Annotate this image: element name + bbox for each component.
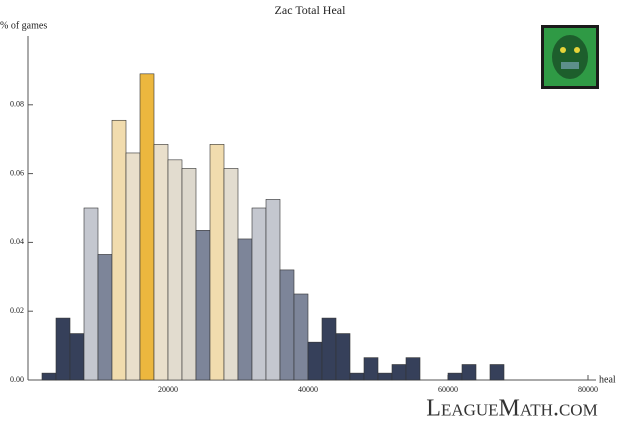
x-tick-label: 80000	[578, 385, 598, 394]
bar	[461, 364, 477, 381]
bar	[321, 317, 337, 381]
bar	[447, 372, 463, 381]
bar	[69, 333, 85, 381]
bar	[251, 207, 267, 381]
y-tick-label: 0.00	[10, 375, 24, 384]
bar	[223, 168, 239, 381]
bar	[125, 152, 141, 381]
bar	[279, 269, 295, 381]
bar	[181, 168, 197, 381]
bar	[293, 293, 309, 381]
bar	[405, 357, 421, 381]
y-tick-label: 0.02	[10, 306, 24, 315]
bar	[265, 199, 281, 381]
bar	[363, 357, 379, 381]
bar	[349, 372, 365, 381]
bar	[41, 372, 57, 381]
bar	[391, 364, 407, 381]
bar	[377, 372, 393, 381]
y-axis-label: % of games	[0, 20, 47, 31]
bar	[139, 73, 155, 381]
y-tick-label: 0.08	[10, 100, 24, 109]
bar	[237, 238, 253, 381]
x-tick-label: 40000	[298, 385, 318, 394]
bar	[307, 341, 323, 381]
bar	[83, 207, 99, 381]
bar	[153, 144, 169, 381]
bar	[167, 159, 183, 381]
x-axis-label: heal	[599, 374, 616, 385]
bar	[195, 230, 211, 381]
bar	[55, 317, 71, 381]
x-tick-label: 20000	[158, 385, 178, 394]
bar	[489, 364, 505, 381]
y-tick-label: 0.06	[10, 168, 24, 177]
x-tick-label: 60000	[438, 385, 458, 394]
bar	[97, 254, 113, 381]
bar	[111, 119, 127, 381]
chart-title: Zac Total Heal	[275, 3, 347, 17]
champion-icon	[541, 25, 599, 89]
bar	[335, 333, 351, 381]
bar	[209, 144, 225, 381]
watermark: LeagueMath.com	[426, 396, 597, 422]
y-tick-label: 0.04	[10, 237, 24, 246]
